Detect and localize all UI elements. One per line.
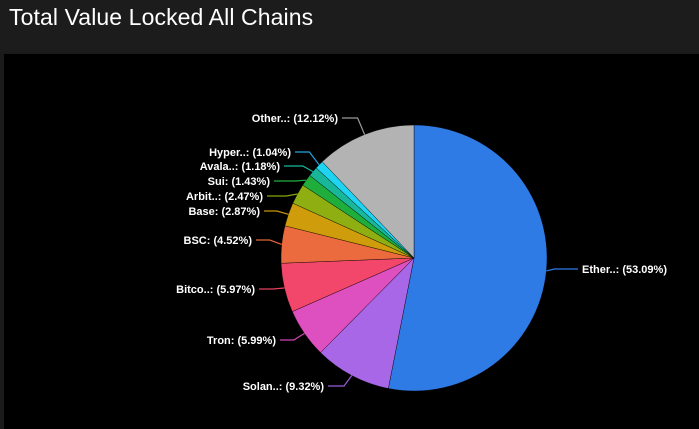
- slice-label: Bitco..: (5.97%): [176, 284, 255, 296]
- slice-label: Solan..: (9.32%): [243, 381, 325, 393]
- slice-label: Hyper..: (1.04%): [209, 147, 291, 159]
- leader-line: [264, 210, 289, 215]
- pie-slice-ether[interactable]: [388, 124, 548, 392]
- slice-label: BSC: (4.52%): [184, 235, 253, 247]
- pie-slice-solan[interactable]: [320, 257, 415, 389]
- slice-label: Arbit..: (2.47%): [186, 191, 263, 203]
- leader-line: [284, 165, 314, 173]
- leader-line: [274, 179, 307, 182]
- slice-label: Base: (2.87%): [188, 206, 260, 218]
- leader-line: [546, 268, 578, 272]
- header-bar: Total Value Locked All Chains: [0, 0, 699, 52]
- slice-label: Tron: (5.99%): [207, 335, 276, 347]
- leader-line: [328, 375, 353, 387]
- leader-line: [256, 239, 282, 245]
- leader-line: [295, 151, 320, 166]
- leader-line: [342, 117, 366, 135]
- leader-line: [267, 193, 298, 197]
- leader-line: [280, 332, 305, 341]
- pie-slice-other[interactable]: [321, 124, 415, 259]
- slice-label: Ether..: (53.09%): [582, 264, 667, 276]
- chart-title: Total Value Locked All Chains: [9, 4, 314, 30]
- slice-label: Other..: (12.12%): [252, 113, 339, 125]
- slice-label: Sui: (1.43%): [208, 176, 271, 188]
- slice-label: Avala..: (1.18%): [200, 161, 281, 173]
- leader-line: [259, 287, 285, 290]
